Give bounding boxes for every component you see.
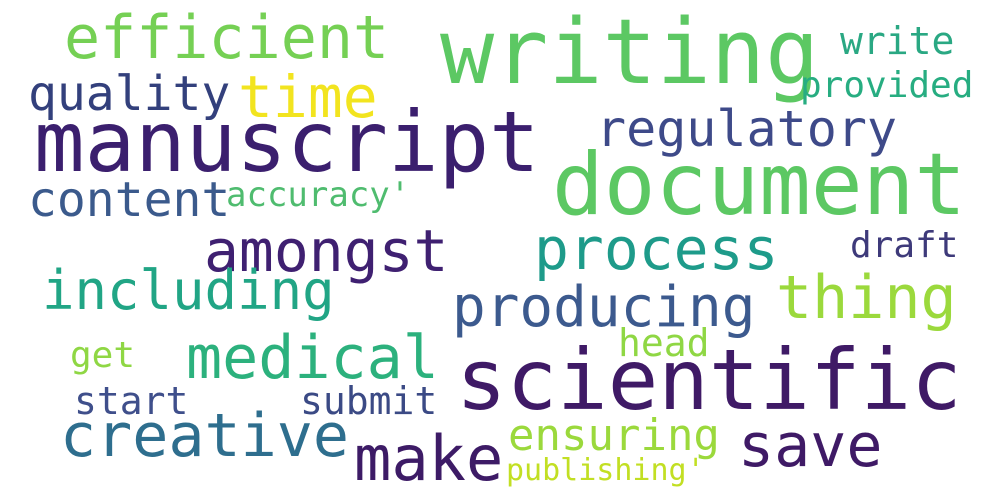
word-creative: creative [60,401,349,471]
word-regulatory: regulatory [596,100,898,158]
word-quality: quality [28,66,231,122]
word-publishing: publishing' [506,453,705,488]
word-medical: medical [186,323,439,393]
word-draft: draft [850,225,959,266]
word-ensuring: ensuring [508,410,720,461]
word-including: including [42,259,335,322]
word-producing: producing [452,275,756,340]
word-content: content [28,172,231,228]
word-start: start [74,379,189,423]
word-scientific: scientific [456,331,962,429]
word-submit: submit [300,379,438,423]
word-make: make [354,422,504,495]
word-thing: thing [776,263,957,333]
word-efficient: efficient [64,3,390,73]
word-provided: provided [800,65,974,106]
word-write: write [840,19,955,63]
word-get: get [70,335,136,376]
word-save: save [738,411,883,481]
word-accuracy: accuracy' [226,175,411,215]
word-manuscript: manuscript [34,93,540,191]
word-process: process [534,215,779,283]
word-head: head [618,321,710,365]
word-document: document [552,135,967,235]
word-writing: writing [440,0,820,105]
word-amongst: amongst [204,217,449,285]
word-time: time [238,63,378,131]
